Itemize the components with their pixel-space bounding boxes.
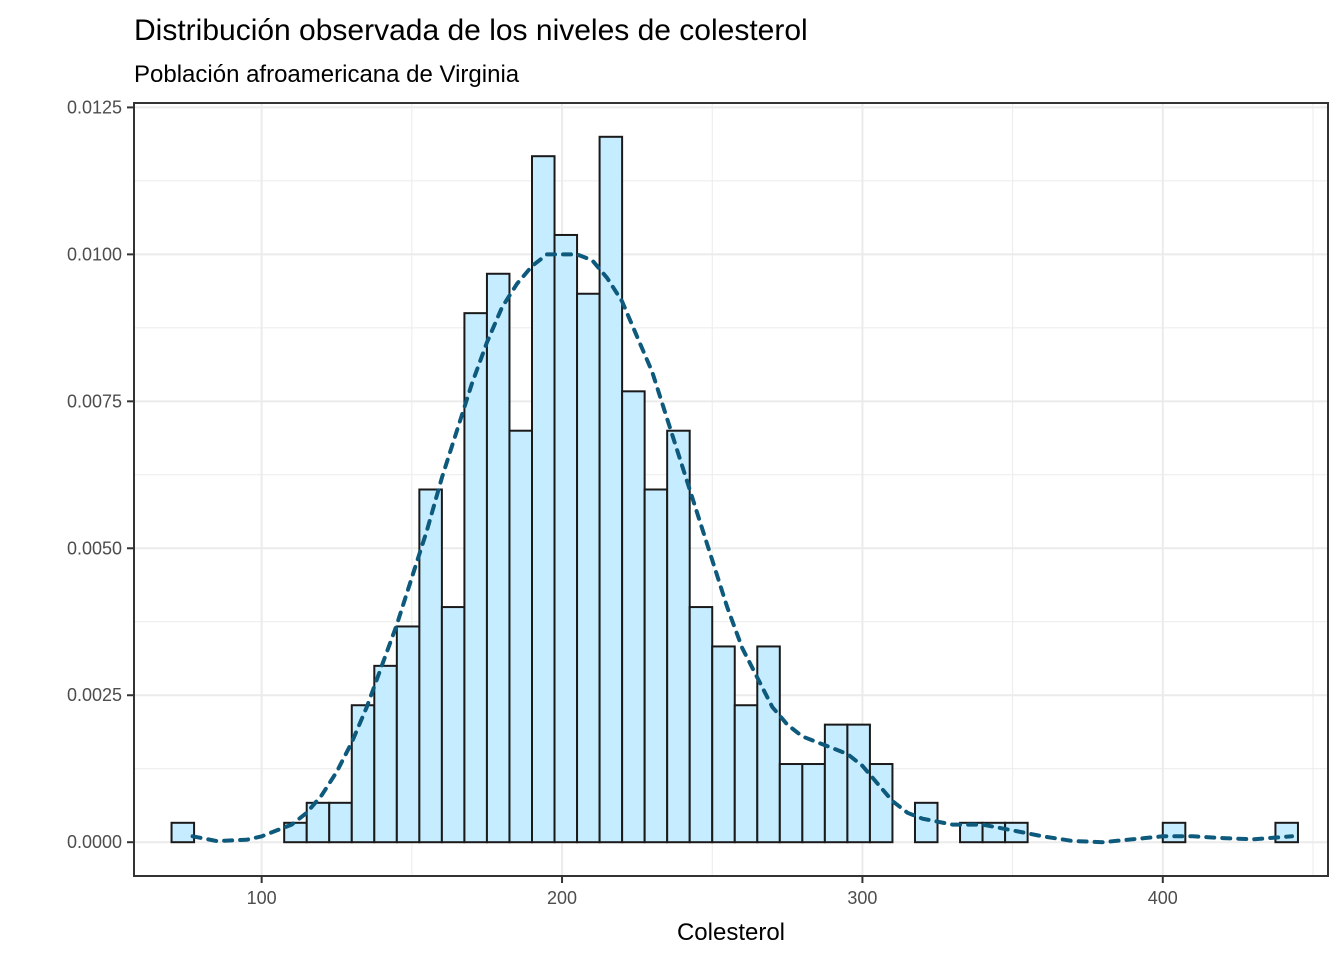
x-tick-label: 400 <box>1148 888 1178 908</box>
histogram-bar <box>688 606 714 844</box>
x-tick-label: 100 <box>247 888 277 908</box>
y-tick-label: 0.0125 <box>67 97 122 117</box>
histogram-bar <box>531 155 556 844</box>
histogram-bar <box>621 390 646 844</box>
histogram-bar <box>756 645 781 844</box>
histogram-bar <box>463 312 488 844</box>
histogram-bar <box>508 429 534 844</box>
histogram-bar <box>576 292 601 844</box>
histogram-bar <box>395 625 421 844</box>
x-tick-label: 300 <box>847 888 877 908</box>
histogram-bars <box>170 135 1299 844</box>
histogram-bar <box>823 723 849 844</box>
histogram-bar <box>350 704 376 844</box>
histogram-bar <box>598 135 624 844</box>
histogram-bar <box>1274 821 1299 844</box>
histogram-bar <box>868 763 894 844</box>
density-curve <box>190 252 1294 845</box>
y-tick-label: 0.0100 <box>67 244 122 264</box>
histogram-bar <box>1161 821 1187 844</box>
histogram-bar <box>846 723 871 844</box>
y-axis-ticks: 0.0000 0.0025 0.0050 0.0075 0.0100 0.0125 <box>67 97 134 852</box>
panel-border <box>133 102 1329 877</box>
histogram-bar <box>373 664 398 844</box>
histogram-bar <box>666 429 691 844</box>
histogram-bar <box>328 801 353 844</box>
chart-title: Distribución observada de los niveles de… <box>134 14 808 47</box>
y-tick-label: 0.0025 <box>67 685 122 705</box>
histogram-bar <box>733 704 759 844</box>
histogram-bar <box>485 272 511 844</box>
chart-subtitle: Población afroamericana de Virginia <box>134 61 520 88</box>
histogram-bar <box>553 233 579 844</box>
x-axis-title: Colesterol <box>677 919 785 946</box>
histogram-bar <box>778 763 804 844</box>
histogram-bar <box>711 645 736 844</box>
y-tick-label: 0.0050 <box>67 538 122 558</box>
density-curve-line <box>190 252 1294 845</box>
histogram-bar <box>440 606 466 844</box>
x-axis-ticks: 100 200 300 400 <box>247 876 1178 908</box>
histogram-bar <box>643 488 669 844</box>
histogram-bar <box>913 801 939 844</box>
y-tick-label: 0.0000 <box>67 832 122 852</box>
histogram-bar <box>801 763 826 844</box>
histogram-bar <box>170 821 196 844</box>
x-tick-label: 200 <box>547 888 577 908</box>
y-tick-label: 0.0075 <box>67 391 122 411</box>
